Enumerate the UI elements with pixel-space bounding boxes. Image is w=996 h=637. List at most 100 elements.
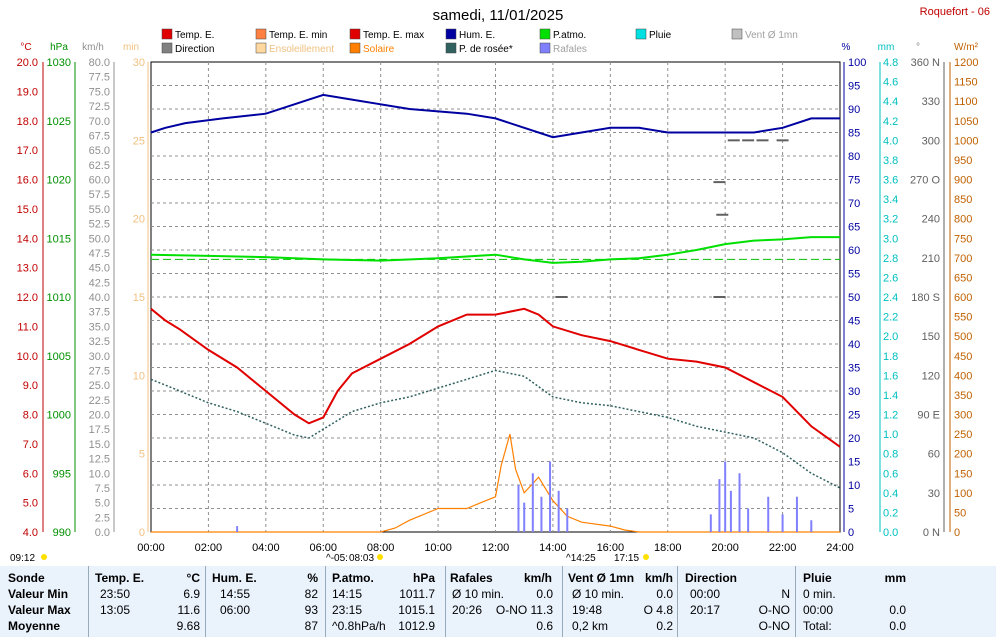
rain-tick-label: 1.8 [883, 351, 898, 363]
solar-tick-label: 150 [954, 468, 972, 480]
legend-label: Hum. E. [459, 30, 495, 41]
summary-header: °C [186, 571, 200, 585]
x-tick-label: 06:00 [309, 542, 337, 554]
legend-swatch [161, 42, 173, 54]
solar-tick-label: 550 [954, 312, 972, 324]
summary-direction-value: N [781, 587, 790, 601]
summary-row-label: Valeur Max [8, 603, 71, 617]
sun-tick-label: 0 [139, 527, 145, 539]
temp-tick-label: 19.0 [17, 86, 38, 98]
x-tick-label: 10:00 [424, 542, 452, 554]
pressure-tick-label: 1030 [47, 57, 71, 69]
hum-tick-label: 5 [848, 504, 854, 516]
table-separator [88, 566, 89, 637]
solar-tick-label: 400 [954, 370, 972, 382]
legend-label: Direction [175, 44, 214, 55]
sunset-time: 17:15 [614, 553, 639, 564]
station-name: Roquefort - 06 [920, 6, 990, 18]
wind-tick-label: 37.5 [89, 307, 110, 319]
legend-swatch [349, 28, 361, 40]
weather-chart: samedi, 11/01/2025 Roquefort - 06 Temp. E.… [10, 6, 990, 564]
hum-tick-label: 80 [848, 151, 860, 163]
summary-hum-value: 87 [304, 619, 318, 633]
rain-tick-label: 2.0 [883, 331, 898, 343]
series-p-de-ros-e- [150, 369, 841, 489]
solar-tick-label: 900 [954, 175, 972, 187]
summary-rain-time: 0 min. [803, 587, 836, 601]
solar-tick-label: 0 [954, 527, 960, 539]
hum-tick-label: 95 [848, 81, 860, 93]
wind-tick-label: 5.0 [95, 498, 110, 510]
dir-tick-label: 330 [922, 96, 940, 108]
hum-tick-label: 60 [848, 245, 860, 257]
rain-tick-label: 4.2 [883, 116, 898, 128]
rain-tick-label: 0.8 [883, 449, 898, 461]
dir-tick-label: 210 [922, 253, 940, 265]
solar-tick-label: 500 [954, 331, 972, 343]
solar-tick-label: 450 [954, 351, 972, 363]
hum-unit: % [842, 42, 851, 53]
series-hum-e- [150, 93, 840, 139]
wind-tick-label: 27.5 [89, 365, 110, 377]
legend-swatch [445, 42, 457, 54]
summary-rain-value: 0.0 [889, 603, 906, 617]
summary-direction-time: 20:17 [690, 603, 721, 617]
temp-tick-label: 12.0 [17, 292, 38, 304]
dir-tick-label: 270 O [910, 175, 940, 187]
wind-tick-label: 52.5 [89, 219, 110, 231]
solar-tick-label: 1050 [954, 116, 978, 128]
legend-swatch [255, 42, 267, 54]
sun-tick-label: 25 [133, 135, 145, 147]
temp-tick-label: 8.0 [23, 410, 38, 422]
summary-header: km/h [644, 571, 673, 585]
hum-tick-label: 85 [848, 128, 860, 140]
pressure-tick-label: 1025 [47, 116, 71, 128]
wind-tick-label: 72.5 [89, 101, 110, 113]
summary-pressure-time: 23:15 [332, 603, 363, 617]
legend-label: Rafales [553, 44, 587, 55]
rain-tick-label: 3.0 [883, 233, 898, 245]
summary-header: Sonde [8, 571, 45, 585]
dir-unit: ° [916, 42, 920, 53]
x-tick-label: 08:00 [367, 542, 395, 554]
summary-header: Direction [685, 571, 738, 585]
hum-tick-label: 70 [848, 198, 860, 210]
wind-unit: km/h [82, 42, 104, 53]
summary-temp-value: 11.6 [177, 603, 200, 617]
dir-tick-label: 30 [928, 488, 940, 500]
rain-tick-label: 3.4 [883, 194, 898, 206]
x-tick-label: 02:00 [195, 542, 223, 554]
summary-table: Sonde Temp. E. °C Hum. E.% P.atmo. hPa Rafales… [0, 566, 996, 637]
solar-tick-label: 700 [954, 253, 972, 265]
series-solaire [151, 433, 840, 533]
wind-tick-label: 7.5 [95, 483, 110, 495]
hum-tick-label: 0 [848, 527, 854, 539]
sun-tick-label: 20 [133, 214, 145, 226]
wind-tick-label: 40.0 [89, 292, 110, 304]
summary-header: Pluie [803, 571, 832, 585]
summary-direction-value: O-NO [758, 603, 790, 617]
wind-tick-label: 77.5 [89, 72, 110, 84]
dir-tick-label: 300 [922, 135, 940, 147]
hum-tick-label: 25 [848, 410, 860, 422]
temp-tick-label: 14.0 [17, 233, 38, 245]
moon-event-time: 08:03 [349, 553, 374, 564]
rain-tick-label: 0.2 [883, 507, 898, 519]
legend-label: P. de rosée* [459, 44, 513, 55]
summary-gust-time: Ø 10 min. [452, 587, 505, 601]
wind-tick-label: 22.5 [89, 395, 110, 407]
summary-row-label: Valeur Min [8, 587, 69, 601]
x-tick-label: 00:00 [137, 542, 165, 554]
pressure-tick-label: 1000 [47, 410, 71, 422]
legend-swatch [349, 42, 361, 54]
solar-tick-label: 950 [954, 155, 972, 167]
pressure-tick-label: 1010 [47, 292, 71, 304]
summary-wind-value: 0.0 [656, 587, 673, 601]
x-tick-label: 20:00 [711, 542, 739, 554]
hum-tick-label: 45 [848, 316, 860, 328]
temp-tick-label: 13.0 [17, 263, 38, 275]
hum-tick-label: 100 [848, 57, 866, 69]
sun-icon [41, 554, 47, 560]
summary-wind-time: 19:48 [572, 603, 603, 617]
temp-tick-label: 7.0 [23, 439, 38, 451]
